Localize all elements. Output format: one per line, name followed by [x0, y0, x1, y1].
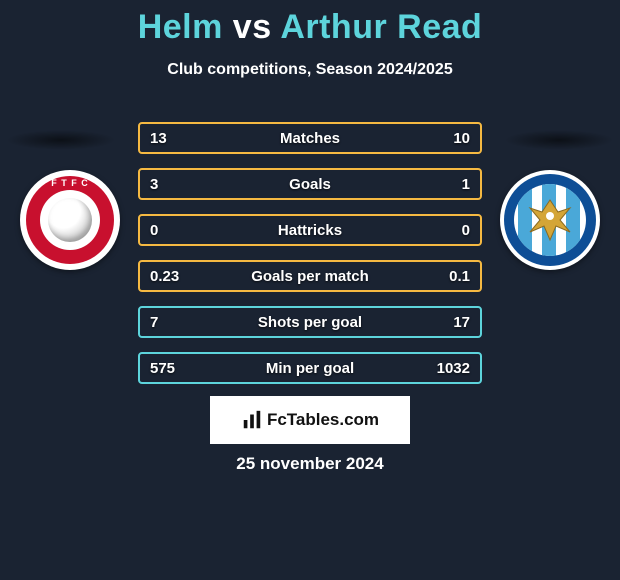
stat-row-shots-per-goal: 7 Shots per goal 17 [138, 306, 482, 338]
stat-row-goals-per-match: 0.23 Goals per match 0.1 [138, 260, 482, 292]
eagle-icon [524, 194, 576, 246]
crest-shadow-left [6, 130, 116, 150]
player2-name: Arthur Read [280, 8, 482, 46]
stat-row-min-per-goal: 575 Min per goal 1032 [138, 352, 482, 384]
stat-right: 0 [462, 222, 470, 239]
stat-row-matches: 13 Matches 10 [138, 122, 482, 154]
team-crest-left: F T F C [20, 170, 120, 270]
stat-left: 7 [150, 314, 158, 331]
stat-left: 0.23 [150, 268, 179, 285]
player1-name: Helm [138, 8, 223, 46]
stat-row-goals: 3 Goals 1 [138, 168, 482, 200]
stat-label: Hattricks [140, 222, 480, 239]
stat-right: 17 [453, 314, 470, 331]
colchester-crest [500, 170, 600, 270]
crest-shadow-right [504, 130, 614, 150]
stat-right: 0.1 [449, 268, 470, 285]
fleetwood-crest: F T F C [20, 170, 120, 270]
stat-right: 1032 [437, 360, 470, 377]
stat-label: Goals [140, 176, 480, 193]
vs-separator: vs [233, 8, 272, 46]
comparison-title: Helm vs Arthur Read [0, 0, 620, 47]
stat-right: 10 [453, 130, 470, 147]
team-crest-right [500, 170, 600, 270]
stat-row-hattricks: 0 Hattricks 0 [138, 214, 482, 246]
stat-right: 1 [462, 176, 470, 193]
stat-left: 3 [150, 176, 158, 193]
branding-text: FcTables.com [267, 410, 379, 430]
stat-left: 0 [150, 222, 158, 239]
branding-badge: FcTables.com [210, 396, 410, 444]
stats-table: 13 Matches 10 3 Goals 1 0 Hattricks 0 0.… [138, 122, 482, 398]
date-text: 25 november 2024 [0, 454, 620, 474]
stat-label: Min per goal [140, 360, 480, 377]
stat-left: 575 [150, 360, 175, 377]
stat-left: 13 [150, 130, 167, 147]
bar-chart-icon [241, 409, 263, 431]
subtitle: Club competitions, Season 2024/2025 [0, 61, 620, 79]
stat-label: Shots per goal [140, 314, 480, 331]
stat-label: Goals per match [140, 268, 480, 285]
stat-label: Matches [140, 130, 480, 147]
